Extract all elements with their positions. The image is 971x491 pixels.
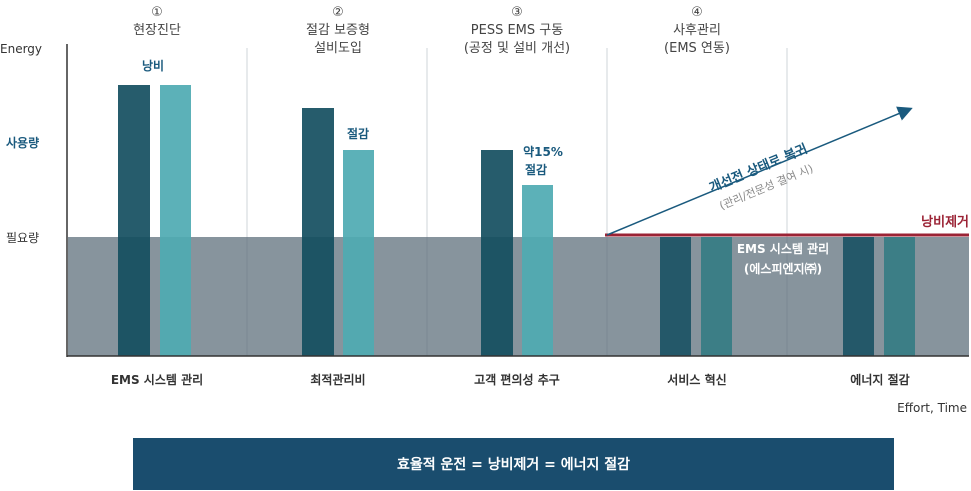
y-axis-title: Energy (0, 42, 42, 56)
step-2-line2: 설비도입 (314, 41, 362, 56)
category-labels: EMS 시스템 관리 최적관리비 고객 편의성 추구 서비스 혁신 에너지 절감 (111, 372, 910, 387)
energy-diagram: Energy 사용량 필요량 ① 현장진단 ② 절감 보증형 설비도입 ③ PE… (0, 5, 969, 415)
footer-text: 효율적 운전 = 낭비제거 = 에너지 절감 (396, 457, 631, 473)
bar-before-1 (118, 85, 150, 356)
bar-after-4 (701, 237, 732, 356)
saving-pct-line1: 약15% (523, 144, 563, 159)
step-4-header: ④ 사후관리 (EMS 연동) (664, 5, 730, 56)
step-3-number: ③ (511, 5, 523, 20)
footer-banner: 효율적 운전 = 낭비제거 = 에너지 절감 (133, 438, 894, 490)
step-4-number: ④ (691, 5, 703, 20)
bar-before-4 (660, 237, 691, 356)
category-label: 서비스 혁신 (667, 372, 726, 387)
bar-after-1 (160, 85, 191, 356)
category-label: EMS 시스템 관리 (111, 372, 203, 387)
step-2-number: ② (332, 5, 344, 20)
step-3-header: ③ PESS EMS 구동 (공정 및 설비 개선) (464, 5, 570, 56)
regression-arrow (606, 106, 913, 236)
step-1-number: ① (151, 5, 163, 20)
category-label: 최적관리비 (310, 372, 365, 387)
bar-after-2 (343, 150, 374, 356)
step-4-line1: 사후관리 (673, 23, 721, 38)
category-label: 에너지 절감 (850, 372, 909, 387)
step-3-line1: PESS EMS 구동 (471, 23, 563, 38)
step-1-header: ① 현장진단 (133, 5, 181, 38)
ems-box-line1: EMS 시스템 관리 (737, 241, 829, 256)
waste-label: 낭비 (142, 58, 164, 73)
saving-pct-line2: 절감 (525, 162, 547, 177)
step-2-line1: 절감 보증형 (306, 23, 370, 38)
step-3-line2: (공정 및 설비 개선) (464, 41, 570, 56)
step-2-header: ② 절감 보증형 설비도입 (306, 5, 370, 56)
step-1-line1: 현장진단 (133, 23, 181, 38)
required-energy-band (68, 237, 969, 356)
bar-before-2 (302, 108, 334, 356)
x-axis-title: Effort, Time (897, 401, 967, 415)
y-label-usage: 사용량 (6, 135, 39, 150)
saving-label: 절감 (347, 126, 369, 141)
waste-removal-label: 낭비제거 (921, 214, 969, 230)
y-label-required: 필요량 (6, 231, 39, 245)
bar-after-3 (522, 185, 553, 356)
category-label: 고객 편의성 추구 (474, 372, 560, 387)
bar-after-5 (884, 237, 915, 356)
step-4-line2: (EMS 연동) (664, 41, 730, 56)
bar-before-5 (843, 237, 874, 356)
bar-before-3 (481, 150, 513, 356)
ems-box-line2: (에스피엔지㈜) (744, 261, 822, 276)
